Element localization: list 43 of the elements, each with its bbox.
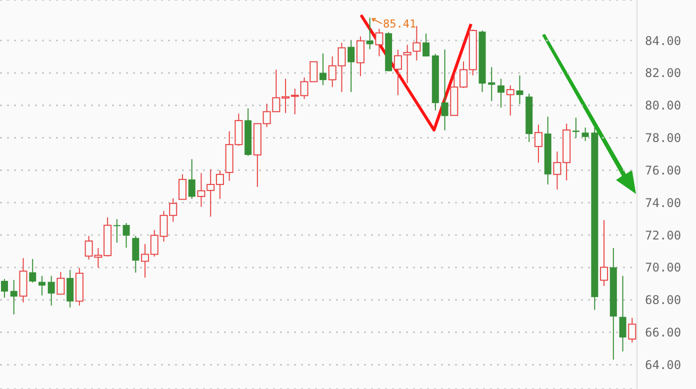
candlestick	[348, 40, 355, 93]
candlestick	[572, 117, 580, 138]
candlestick	[188, 158, 196, 200]
candlestick	[356, 36, 364, 77]
candlestick	[516, 74, 524, 105]
y-tick-label: 70.00	[645, 260, 682, 275]
candlestick	[619, 275, 626, 352]
candlestick	[600, 220, 608, 286]
candlestick	[178, 174, 186, 200]
candlestick	[66, 269, 74, 308]
y-tick-label: 82.00	[645, 66, 682, 80]
candlestick	[488, 66, 496, 102]
candlestick	[113, 218, 120, 244]
y-tick-label: 64.00	[645, 358, 682, 372]
candlestick	[497, 78, 504, 108]
candlestick	[48, 275, 55, 306]
candlestick	[422, 33, 430, 57]
candlestick	[132, 235, 140, 274]
candlestick	[534, 124, 542, 164]
y-tick-label: 68.00	[645, 293, 682, 308]
annotation: 85.41	[383, 18, 416, 31]
y-tick-label: 72.00	[645, 228, 682, 242]
candlestick	[403, 44, 412, 84]
candlestick	[1, 278, 8, 298]
y-tick-label: 76.00	[645, 163, 682, 178]
y-tick-label: 80.00	[645, 98, 682, 113]
candlestick	[320, 52, 326, 86]
y-tick-label: 74.00	[645, 196, 682, 210]
candlestick	[506, 84, 514, 116]
candlestick	[10, 279, 18, 315]
candlestick	[366, 17, 374, 50]
y-tick-label: 78.00	[645, 131, 682, 146]
candlestick	[441, 48, 448, 131]
candlestick	[38, 275, 46, 296]
y-tick-label: 84.00	[645, 34, 682, 48]
y-tick-label: 66.00	[645, 326, 682, 340]
candlestick	[628, 317, 636, 343]
candlestick	[582, 127, 589, 142]
candlestick	[56, 271, 65, 295]
candlestick	[375, 28, 384, 57]
candlestick	[122, 222, 130, 248]
candlestick	[394, 49, 402, 96]
candlestick	[29, 258, 36, 284]
